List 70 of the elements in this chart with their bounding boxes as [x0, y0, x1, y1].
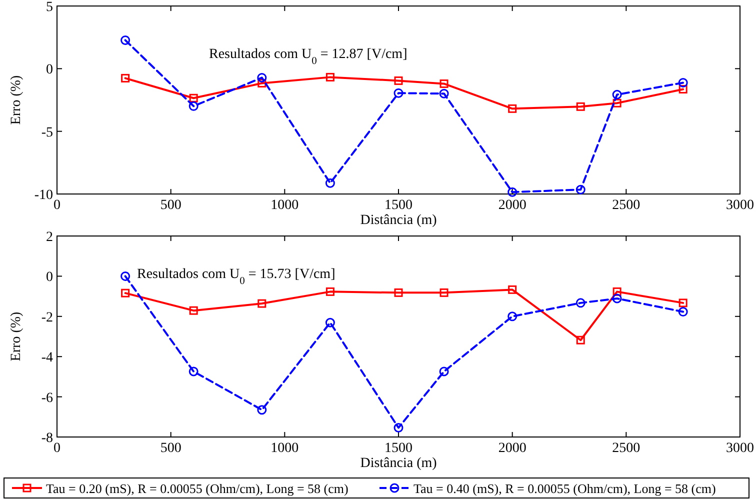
legend-label: Tau = 0.20 (mS), R = 0.00055 (Ohm/cm), Long = 58 (cm) [46, 481, 348, 496]
point [440, 79, 448, 88]
y-tick-label: -5 [41, 125, 53, 140]
y-axis-title: Erro (%) [9, 311, 24, 362]
point [576, 298, 586, 308]
point [257, 72, 267, 82]
point [120, 35, 130, 45]
point [189, 306, 198, 315]
y-tick-label: 0 [46, 62, 53, 78]
point [508, 187, 518, 197]
x-tick-label: 1500 [384, 198, 412, 213]
legend-label: Tau = 0.40 (mS), R = 0.00055 (Ohm/cm), Long = 58 (cm) [414, 481, 716, 496]
point [439, 88, 449, 98]
y-tick-label: -2 [41, 310, 53, 326]
x-axis-title: Distância (m) [360, 213, 438, 228]
x-tick-label: 2000 [498, 198, 526, 213]
point [612, 287, 622, 296]
y-tick-label: -4 [41, 350, 53, 366]
point [394, 288, 403, 297]
point [612, 98, 622, 108]
point [508, 285, 517, 294]
x-tick-label: 2500 [612, 441, 640, 456]
point [325, 318, 335, 328]
point [394, 76, 403, 85]
x-tick-label: 3000 [726, 441, 754, 456]
point [326, 287, 334, 296]
y-tick-label: -10 [34, 188, 53, 203]
point [394, 423, 404, 433]
x-tick-label: 2500 [612, 198, 640, 213]
point [576, 336, 585, 344]
y-tick-label: -6 [41, 390, 53, 406]
point [120, 271, 130, 281]
point [678, 298, 688, 308]
point [121, 288, 130, 298]
point [326, 72, 334, 82]
point [678, 84, 688, 94]
point [576, 184, 586, 194]
x-tick-label: 1500 [384, 441, 412, 456]
y-tick-label: -8 [41, 431, 53, 446]
point [508, 104, 517, 113]
x-tick-label: 500 [160, 198, 182, 213]
point [258, 299, 266, 308]
point [188, 366, 198, 376]
y-tick-label: 2 [46, 230, 53, 245]
x-axis-title: Distância (m) [360, 456, 438, 471]
annotation: Resultados com U$_{0}$ = 15.73 [V/cm] [137, 267, 336, 286]
point [258, 78, 266, 88]
point [508, 312, 518, 322]
y-axis-title: Erro (%) [9, 74, 24, 125]
point [189, 94, 198, 102]
point [612, 294, 622, 304]
y-tick-label: 0 [46, 270, 53, 286]
point [257, 405, 267, 415]
point [394, 88, 404, 98]
point [325, 178, 335, 188]
y-tick-label: 5 [46, 0, 53, 15]
point [678, 307, 688, 317]
point [188, 101, 198, 111]
point [121, 74, 130, 82]
point [576, 102, 585, 111]
point [439, 366, 449, 376]
point [440, 288, 448, 297]
x-tick-label: 3000 [726, 198, 754, 213]
point [678, 78, 688, 88]
x-tick-label: 500 [160, 441, 182, 456]
x-tick-label: 1000 [270, 441, 299, 456]
x-tick-label: 1000 [270, 198, 299, 213]
x-tick-label: 2000 [498, 441, 526, 456]
annotation: Resultados com U$_{0}$ = 12.87 [V/cm] [209, 47, 408, 66]
point [612, 90, 622, 100]
